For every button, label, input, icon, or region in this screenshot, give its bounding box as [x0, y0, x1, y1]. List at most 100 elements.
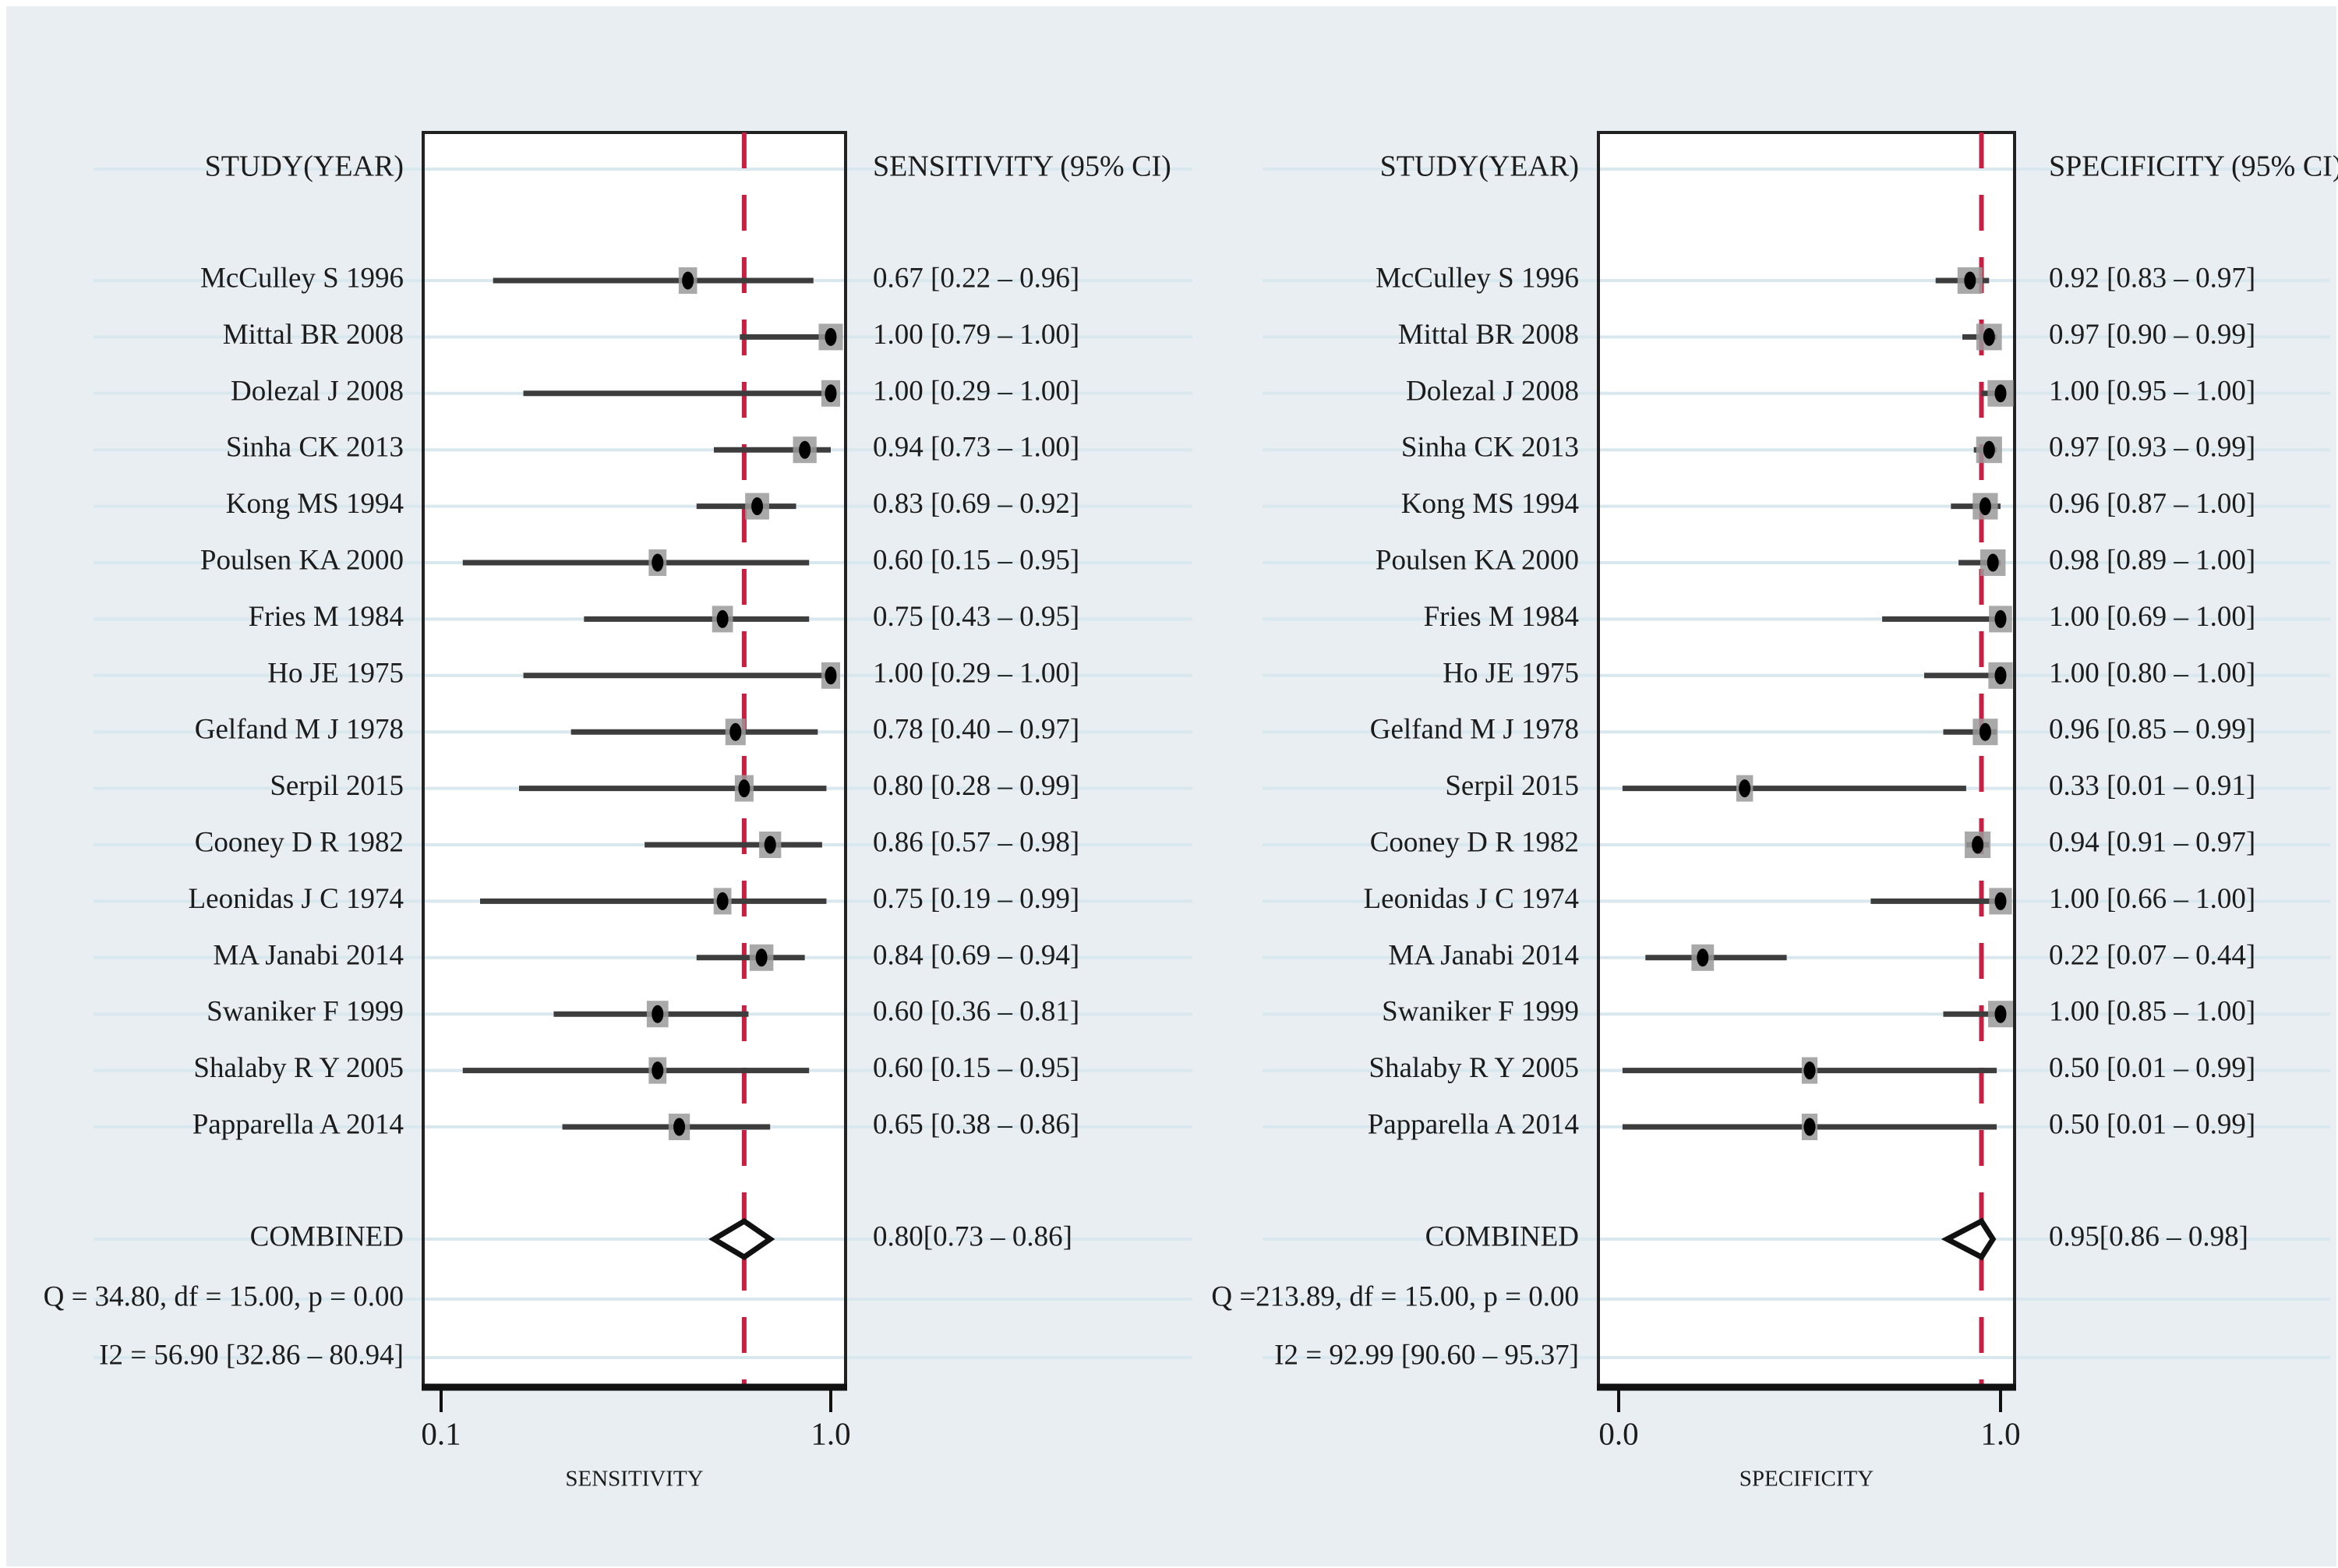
sensitivity-point-estimate — [716, 892, 729, 910]
specificity-point-estimate — [1979, 497, 1991, 516]
sensitivity-ci-value: 0.78 [0.40 – 0.97] — [873, 714, 1079, 746]
specificity-combined-label: COMBINED — [1425, 1220, 1579, 1252]
specificity-ci-value: 0.94 [0.91 – 0.97] — [2049, 826, 2255, 858]
specificity-study-label: Ho JE 1975 — [1443, 657, 1579, 689]
sensitivity-ci-value: 1.00 [0.29 – 1.00] — [873, 657, 1079, 689]
sensitivity-study-label: Shalaby R Y 2005 — [193, 1052, 404, 1084]
sensitivity-column-header-ci: SENSITIVITY (95% CI) — [873, 150, 1171, 183]
specificity-ci-value: 1.00 [0.95 – 1.00] — [2049, 375, 2255, 407]
sensitivity-point-estimate — [652, 553, 664, 572]
sensitivity-ci-value: 0.94 [0.73 – 1.00] — [873, 432, 1079, 464]
specificity-point-estimate — [1994, 609, 2007, 628]
sensitivity-point-estimate — [825, 327, 837, 346]
specificity-study-label: McCulley S 1996 — [1376, 262, 1579, 294]
specificity-point-estimate — [1987, 553, 1999, 572]
sensitivity-study-label: McCulley S 1996 — [200, 262, 404, 294]
sensitivity-study-label: Swaniker F 1999 — [207, 996, 404, 1028]
sensitivity-point-estimate — [673, 1118, 686, 1136]
specificity-study-label: Mittal BR 2008 — [1398, 319, 1579, 351]
specificity-point-estimate — [1697, 948, 1709, 967]
specificity-column-header-study: STUDY(YEAR) — [1380, 150, 1579, 183]
specificity-ci-value: 0.96 [0.85 – 0.99] — [2049, 714, 2255, 746]
sensitivity-point-estimate — [755, 948, 768, 967]
sensitivity-ci-value: 0.60 [0.15 – 0.95] — [873, 1052, 1079, 1084]
sensitivity-point-estimate — [682, 271, 694, 290]
specificity-ci-value: 1.00 [0.66 – 1.00] — [2049, 883, 2255, 915]
sensitivity-study-label: Mittal BR 2008 — [223, 319, 404, 351]
specificity-ci-value: 0.96 [0.87 – 1.00] — [2049, 488, 2255, 520]
sensitivity-point-estimate — [825, 666, 837, 685]
specificity-ci-value: 0.22 [0.07 – 0.44] — [2049, 939, 2255, 971]
sensitivity-x-tick-label: 1.0 — [811, 1415, 850, 1451]
specificity-study-label: Fries M 1984 — [1424, 601, 1579, 633]
specificity-ci-value: 1.00 [0.85 – 1.00] — [2049, 996, 2255, 1028]
specificity-study-label: Dolezal J 2008 — [1406, 375, 1579, 407]
specificity-x-tick-label: 0.0 — [1598, 1415, 1638, 1451]
specificity-point-estimate — [1972, 835, 1984, 854]
sensitivity-heterogeneity-i2: I2 = 56.90 [32.86 – 80.94] — [99, 1339, 404, 1371]
specificity-ci-value: 1.00 [0.80 – 1.00] — [2049, 657, 2255, 689]
sensitivity-study-label: Poulsen KA 2000 — [200, 544, 404, 576]
sensitivity-ci-value: 0.75 [0.43 – 0.95] — [873, 601, 1079, 633]
specificity-x-tick-label: 1.0 — [1980, 1415, 2020, 1451]
specificity-study-label: Gelfand M J 1978 — [1370, 714, 1579, 746]
sensitivity-ci-value: 0.60 [0.36 – 0.81] — [873, 996, 1079, 1028]
sensitivity-study-label: Ho JE 1975 — [267, 657, 404, 689]
specificity-plot-area — [1598, 132, 2015, 1387]
specificity-point-estimate — [1994, 1005, 2007, 1023]
specificity-ci-value: 0.50 [0.01 – 0.99] — [2049, 1108, 2255, 1140]
sensitivity-ci-value: 0.83 [0.69 – 0.92] — [873, 488, 1079, 520]
sensitivity-study-label: Gelfand M J 1978 — [195, 714, 404, 746]
specificity-column-header-ci: SPECIFICITY (95% CI) — [2049, 150, 2338, 183]
specificity-ci-value: 0.92 [0.83 – 0.97] — [2049, 262, 2255, 294]
specificity-study-label: Sinha CK 2013 — [1401, 432, 1579, 464]
sensitivity-column-header-study: STUDY(YEAR) — [205, 150, 404, 183]
specificity-study-label: Poulsen KA 2000 — [1376, 544, 1579, 576]
specificity-combined-value: 0.95[0.86 – 0.98] — [2049, 1220, 2248, 1252]
sensitivity-study-label: Kong MS 1994 — [226, 488, 404, 520]
specificity-point-estimate — [1979, 722, 1991, 741]
specificity-point-estimate — [1983, 440, 1995, 459]
specificity-study-label: Shalaby R Y 2005 — [1369, 1052, 1579, 1084]
specificity-study-label: Serpil 2015 — [1445, 770, 1579, 802]
sensitivity-x-tick-label: 0.1 — [421, 1415, 461, 1451]
sensitivity-combined-label: COMBINED — [250, 1220, 404, 1252]
specificity-point-estimate — [1739, 779, 1751, 798]
sensitivity-ci-value: 0.86 [0.57 – 0.98] — [873, 826, 1079, 858]
specificity-study-label: Kong MS 1994 — [1401, 488, 1579, 520]
sensitivity-point-estimate — [652, 1061, 664, 1080]
specificity-point-estimate — [1994, 666, 2007, 685]
specificity-x-axis-label: SPECIFICITY — [1739, 1467, 1874, 1492]
sensitivity-ci-value: 0.60 [0.15 – 0.95] — [873, 544, 1079, 576]
specificity-ci-value: 0.33 [0.01 – 0.91] — [2049, 770, 2255, 802]
sensitivity-study-label: Papparella A 2014 — [192, 1108, 404, 1140]
sensitivity-combined-diamond — [708, 1217, 775, 1261]
sensitivity-study-label: Cooney D R 1982 — [195, 826, 404, 858]
sensitivity-point-estimate — [716, 609, 729, 628]
sensitivity-point-estimate — [799, 440, 811, 459]
specificity-study-label: Leonidas J C 1974 — [1364, 883, 1579, 915]
sensitivity-x-axis-label: SENSITIVITY — [565, 1467, 703, 1492]
specificity-ci-value: 1.00 [0.69 – 1.00] — [2049, 601, 2255, 633]
sensitivity-plot-area — [423, 132, 846, 1387]
specificity-point-estimate — [1983, 327, 1995, 346]
sensitivity-point-estimate — [738, 779, 750, 798]
sensitivity-study-label: Sinha CK 2013 — [226, 432, 404, 464]
specificity-ci-value: 0.97 [0.90 – 0.99] — [2049, 319, 2255, 351]
sensitivity-study-label: Serpil 2015 — [270, 770, 404, 802]
sensitivity-point-estimate — [764, 835, 776, 854]
sensitivity-combined-value: 0.80[0.73 – 0.86] — [873, 1220, 1072, 1252]
specificity-point-estimate — [1803, 1118, 1816, 1136]
specificity-point-estimate — [1994, 892, 2007, 910]
specificity-point-estimate — [1803, 1061, 1816, 1080]
specificity-ci-value: 0.98 [0.89 – 1.00] — [2049, 544, 2255, 576]
specificity-study-label: MA Janabi 2014 — [1388, 939, 1579, 971]
sensitivity-study-label: Fries M 1984 — [249, 601, 404, 633]
sensitivity-study-label: Leonidas J C 1974 — [189, 883, 404, 915]
sensitivity-ci-value: 0.80 [0.28 – 0.99] — [873, 770, 1079, 802]
sensitivity-ci-value: 1.00 [0.29 – 1.00] — [873, 375, 1079, 407]
specificity-ci-value: 0.50 [0.01 – 0.99] — [2049, 1052, 2255, 1084]
sensitivity-point-estimate — [652, 1005, 664, 1023]
sensitivity-heterogeneity-q: Q = 34.80, df = 15.00, p = 0.00 — [44, 1280, 404, 1312]
specificity-point-estimate — [1964, 271, 1976, 290]
